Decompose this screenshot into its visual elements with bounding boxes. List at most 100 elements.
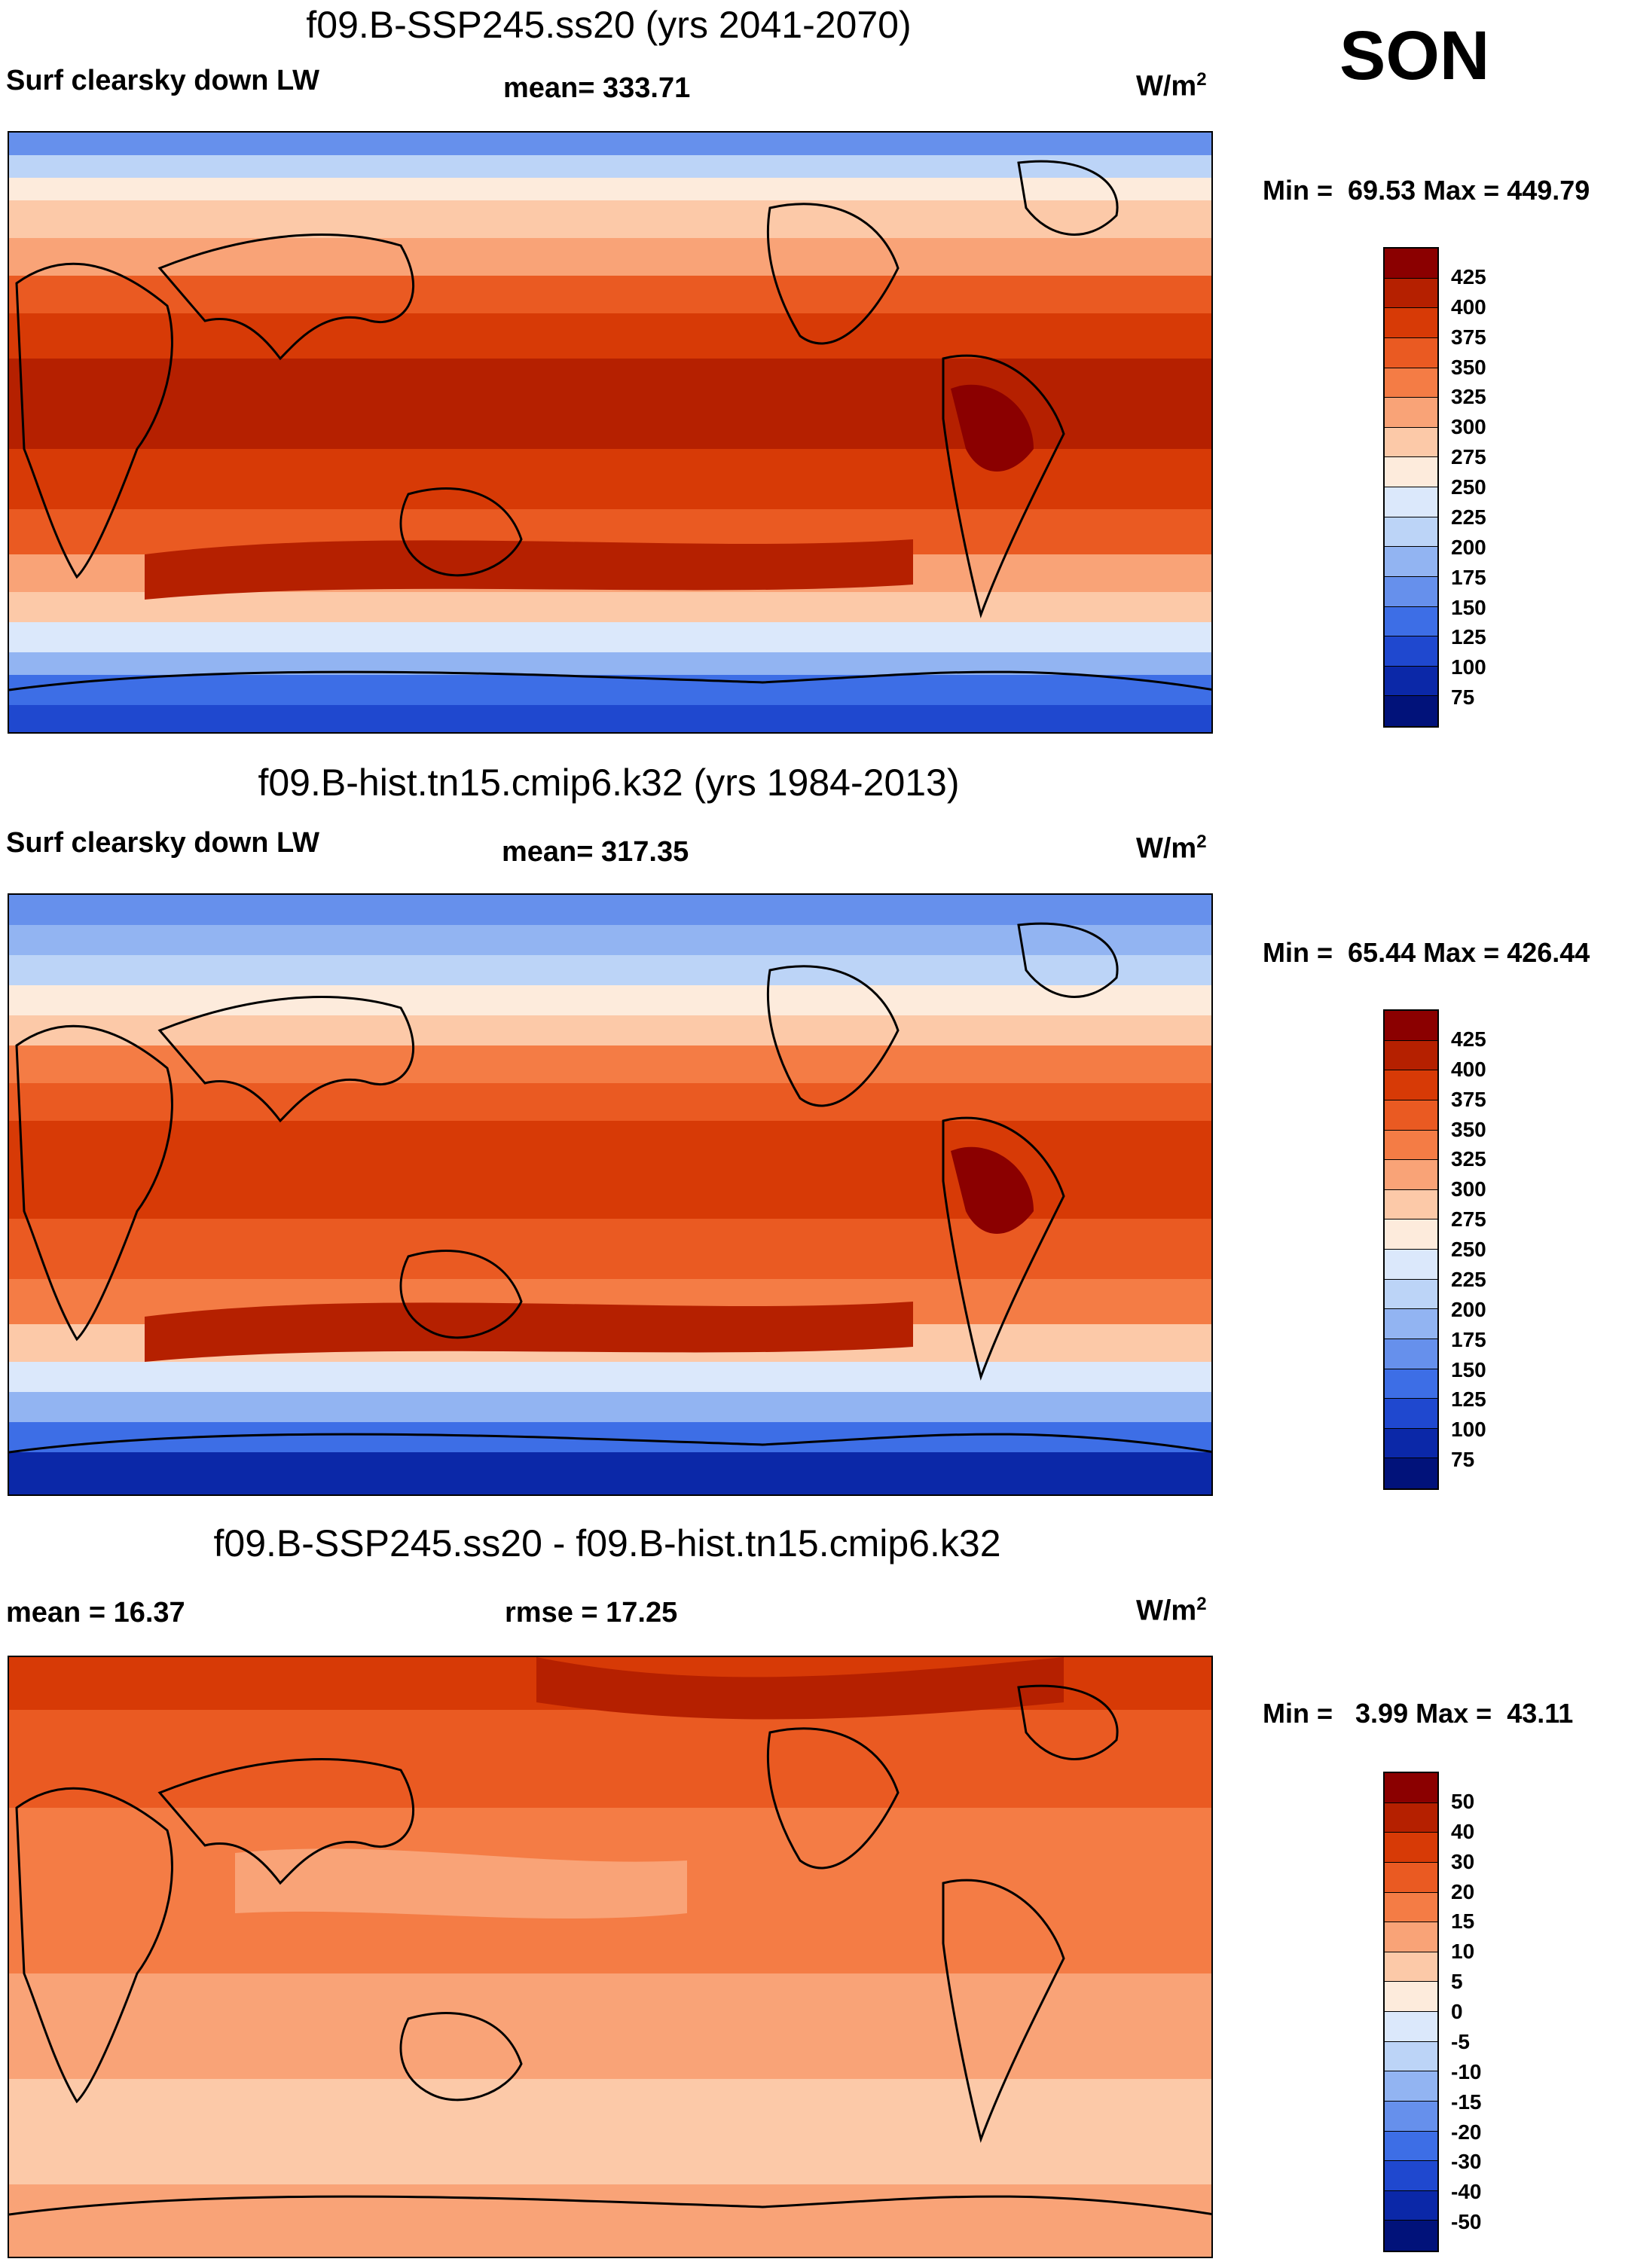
- colorbar-tick-label: 200: [1451, 535, 1486, 559]
- colorbar-tick-label: 175: [1451, 565, 1486, 589]
- colorbar-bin: [1385, 2012, 1437, 2042]
- coastline: [766, 1727, 900, 1870]
- colorbar-tick-label: 400: [1451, 1057, 1486, 1081]
- map-field: [9, 1710, 1211, 1808]
- coastline: [1017, 1684, 1119, 1760]
- coastline: [766, 965, 900, 1107]
- coastline: [942, 1116, 1065, 1381]
- coastline: [157, 996, 415, 1123]
- colorbar-bin: [1385, 1833, 1437, 1863]
- colorbar-bin: [1385, 576, 1437, 607]
- panel-3-title: f09.B-SSP245.ss20 - f09.B-hist.tn15.cmip…: [213, 1522, 1001, 1564]
- colorbar-tick-label: 350: [1451, 1117, 1486, 1141]
- map-field: [9, 2079, 1211, 2184]
- colorbar-tick-label: 375: [1451, 1087, 1486, 1111]
- colorbar-bin: [1385, 696, 1437, 726]
- colorbar-tick-label: 425: [1451, 1027, 1486, 1051]
- map-field: [9, 1219, 1211, 1279]
- colorbar-bin: [1385, 1070, 1437, 1100]
- colorbar-bin: [1385, 1130, 1437, 1161]
- coastline: [1017, 922, 1119, 998]
- colorbar-bin: [1385, 636, 1437, 667]
- colorbar-bin: [1385, 1250, 1437, 1280]
- coastline: [942, 354, 1065, 619]
- panel-3-colorbar: [1383, 1772, 1439, 2252]
- colorbar-tick-label: 40: [1451, 1819, 1475, 1843]
- colorbar-bin: [1385, 666, 1437, 697]
- colorbar-bin: [1385, 2131, 1437, 2162]
- panel-3-mean-label: mean = 16.37: [6, 1597, 185, 1629]
- colorbar-tick-label: -50: [1451, 2210, 1482, 2234]
- map-field: [9, 155, 1211, 178]
- panel-2-colorbar: [1383, 1009, 1439, 1490]
- map-field: [9, 925, 1211, 955]
- map-field: [9, 276, 1211, 313]
- map-field: [9, 592, 1211, 622]
- map-field: [9, 955, 1211, 985]
- colorbar-bin: [1385, 1309, 1437, 1339]
- colorbar-tick-label: -40: [1451, 2180, 1482, 2204]
- map-field: [9, 178, 1211, 200]
- colorbar-tick-label: 20: [1451, 1879, 1475, 1903]
- colorbar-tick-label: 375: [1451, 325, 1486, 349]
- colorbar-bin: [1385, 1922, 1437, 1952]
- colorbar-bin: [1385, 2221, 1437, 2251]
- colorbar-bin: [1385, 457, 1437, 487]
- colorbar-tick-label: 150: [1451, 1357, 1486, 1381]
- panel-2-units: W/m2: [1136, 832, 1207, 865]
- map-field: [9, 1045, 1211, 1083]
- coastline: [157, 234, 415, 361]
- colorbar-bin: [1385, 1399, 1437, 1429]
- colorbar-tick-label: 150: [1451, 595, 1486, 619]
- colorbar-bin: [1385, 547, 1437, 577]
- colorbar-tick-label: 75: [1451, 1448, 1475, 1472]
- colorbar-tick-label: 250: [1451, 1238, 1486, 1261]
- panel-2-minmax: Min = 65.44 Max = 426.44: [1263, 937, 1590, 968]
- colorbar-bin: [1385, 1458, 1437, 1488]
- season-label: SON: [1339, 17, 1490, 94]
- map-field: [9, 1362, 1211, 1392]
- map-field: [9, 2184, 1211, 2257]
- coastline: [9, 2195, 1211, 2216]
- colorbar-tick-label: 425: [1451, 264, 1486, 288]
- colorbar-tick-label: 350: [1451, 355, 1486, 379]
- colorbar-tick-label: 75: [1451, 685, 1475, 710]
- colorbar-bin: [1385, 1279, 1437, 1310]
- panel-2-variable-label: Surf clearsky down LW: [6, 827, 319, 859]
- colorbar-tick-label: 250: [1451, 475, 1486, 499]
- panel-1-units: W/m2: [1136, 69, 1207, 102]
- colorbar-bin: [1385, 278, 1437, 309]
- colorbar-bin: [1385, 1982, 1437, 2012]
- map-field: [9, 1452, 1211, 1494]
- colorbar-bin: [1385, 1160, 1437, 1190]
- colorbar-tick-label: 30: [1451, 1849, 1475, 1873]
- panel-1-map: [8, 131, 1213, 734]
- panel-1-map-svg: [9, 133, 1211, 732]
- map-field: [145, 1302, 913, 1362]
- coastline: [766, 203, 900, 345]
- colorbar-tick-label: 225: [1451, 1267, 1486, 1291]
- map-field: [536, 1657, 1064, 1720]
- colorbar-bin: [1385, 368, 1437, 398]
- colorbar-bin: [1385, 2161, 1437, 2191]
- colorbar-bin: [1385, 1802, 1437, 1833]
- colorbar-tick-label: -20: [1451, 2120, 1482, 2144]
- colorbar-bin: [1385, 2190, 1437, 2221]
- coastline: [15, 262, 173, 579]
- colorbar-bin: [1385, 398, 1437, 428]
- panel-1-colorbar: [1383, 247, 1439, 728]
- panel-3-minmax: Min = 3.99 Max = 43.11: [1263, 1698, 1574, 1729]
- colorbar-bin: [1385, 2071, 1437, 2102]
- coastline: [399, 487, 523, 577]
- map-field: [9, 1392, 1211, 1422]
- colorbar-tick-label: 15: [1451, 1909, 1475, 1934]
- map-field: [9, 675, 1211, 705]
- panel-1-variable-label: Surf clearsky down LW: [6, 65, 319, 96]
- colorbar-bin: [1385, 1862, 1437, 1893]
- colorbar-bin: [1385, 249, 1437, 279]
- colorbar-tick-label: -30: [1451, 2150, 1482, 2174]
- colorbar-bin: [1385, 1428, 1437, 1459]
- map-field: [9, 705, 1211, 732]
- coastline: [399, 1250, 523, 1339]
- map-field: [9, 985, 1211, 1015]
